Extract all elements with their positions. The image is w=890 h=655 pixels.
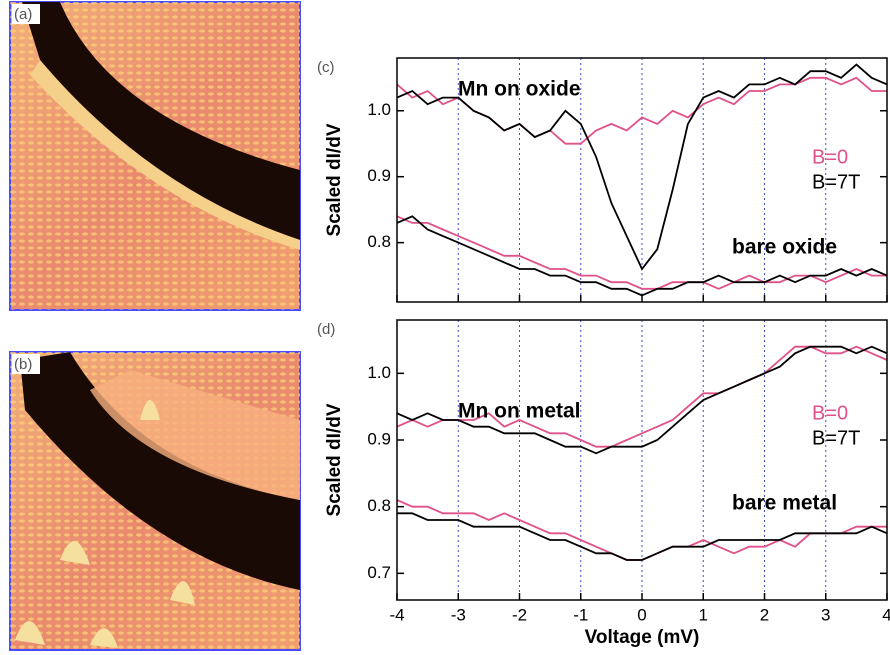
legend-entry: B=0 — [812, 146, 848, 168]
annotation: Mn on metal — [458, 400, 581, 423]
x-tick-label: -3 — [451, 605, 466, 624]
series-line — [396, 345, 888, 455]
x-tick-label: 0 — [637, 605, 646, 624]
label-box — [12, 4, 40, 24]
panel-label: (c) — [317, 59, 335, 76]
series-line — [396, 215, 887, 290]
panel-label: (d) — [317, 321, 335, 338]
annotation: Mn on oxide — [458, 78, 581, 101]
series-line — [397, 512, 888, 561]
x-tick-label: -4 — [389, 605, 404, 624]
label-box — [12, 354, 40, 374]
y-axis-label: Scaled dI/dV — [324, 123, 345, 236]
x-tick-label: 3 — [821, 605, 830, 624]
legend-entry: B=7T — [812, 171, 860, 193]
x-axis-label: Voltage (mV) — [585, 627, 700, 648]
y-tick-label: 0.9 — [367, 166, 391, 185]
x-tick-label: -2 — [512, 605, 527, 624]
stm-image-b: (b) — [9, 351, 301, 651]
x-tick-label: 4 — [882, 605, 890, 624]
annotation: bare oxide — [732, 236, 837, 259]
series-line — [396, 215, 888, 297]
y-tick-label: 1.0 — [367, 363, 391, 382]
plot-frame — [396, 319, 888, 601]
y-tick-label: 0.8 — [367, 496, 391, 515]
y-axis-label: Scaled dI/dV — [324, 403, 345, 516]
x-tick-label: 2 — [760, 605, 769, 624]
stm-image-a: (a) — [9, 1, 301, 311]
y-tick-label: 0.9 — [367, 429, 391, 448]
x-tick-label: -1 — [573, 605, 588, 624]
legend-entry: B=0 — [812, 402, 848, 424]
annotation: bare metal — [732, 492, 837, 515]
x-tick-label: 1 — [699, 605, 708, 624]
panel-label: (a) — [14, 6, 32, 23]
series-line — [396, 63, 888, 271]
y-tick-label: 0.7 — [367, 563, 391, 582]
panel-label: (b) — [14, 356, 32, 373]
plot-frame — [396, 57, 888, 303]
legend-entry: B=7T — [812, 427, 860, 449]
y-tick-label: 0.8 — [367, 232, 391, 251]
y-tick-label: 1.0 — [367, 100, 391, 119]
series-line — [396, 345, 888, 448]
